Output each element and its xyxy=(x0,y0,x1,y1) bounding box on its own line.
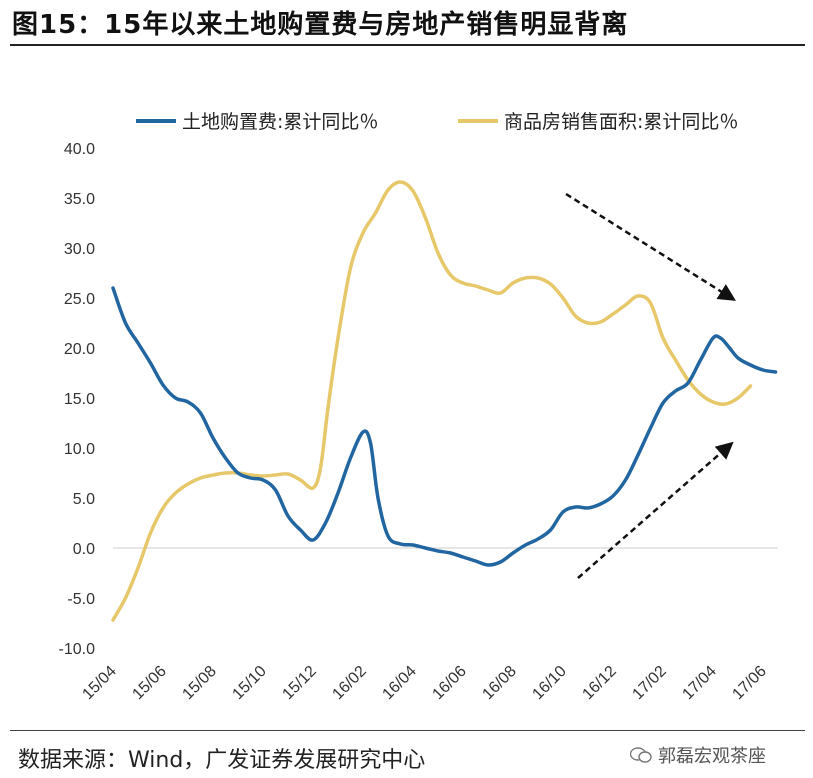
x-tick-label: 15/08 xyxy=(179,663,219,703)
y-tick-label: 5.0 xyxy=(73,491,95,508)
bottom-divider xyxy=(10,730,805,731)
chart-title: 图15：15年以来土地购置费与房地产销售明显背离 xyxy=(12,10,629,40)
watermark: 郭磊宏观茶座 xyxy=(630,742,766,768)
source-note: 数据来源：Wind，广发证券发展研究中心 xyxy=(18,748,426,773)
x-tick-label: 16/06 xyxy=(429,663,469,703)
x-tick-label: 16/10 xyxy=(529,663,569,703)
y-tick-label: 10.0 xyxy=(64,441,95,458)
x-tick-label: 16/02 xyxy=(329,663,369,703)
series-group xyxy=(111,180,778,622)
y-tick-label: 15.0 xyxy=(64,391,95,408)
x-tick-label: 17/02 xyxy=(629,663,669,703)
arrow-down-right xyxy=(565,192,736,301)
arrow-up-right xyxy=(577,441,734,579)
y-tick-label: 20.0 xyxy=(64,341,95,358)
legend-label-sales: 商品房销售面积:累计同比％ xyxy=(504,111,738,133)
x-tick-label: 15/06 xyxy=(129,663,169,703)
x-tick-label: 15/12 xyxy=(279,663,319,703)
x-tick-label: 16/04 xyxy=(379,663,419,703)
y-tick-label: 40.0 xyxy=(64,141,95,158)
y-tick-label: -5.0 xyxy=(67,591,95,608)
y-tick-label: 35.0 xyxy=(64,191,95,208)
y-tick-label: 30.0 xyxy=(64,241,95,258)
x-tick-label: 17/06 xyxy=(729,663,769,703)
watermark-text: 郭磊宏观茶座 xyxy=(658,746,766,767)
legend: 土地购置费:累计同比％ 商品房销售面积:累计同比％ xyxy=(136,111,738,133)
series-land-purchase-line xyxy=(111,286,778,567)
y-axis: 40.0 35.0 30.0 25.0 20.0 15.0 10.0 5.0 0.0 -5.0 -1… xyxy=(59,141,96,658)
x-axis: 15/04 15/06 15/08 15/10 15/12 16/02 16/04 16/06… xyxy=(79,663,769,703)
y-tick-label: 25.0 xyxy=(64,291,95,308)
x-tick-label: 16/08 xyxy=(479,663,519,703)
y-tick-label: -10.0 xyxy=(59,641,96,658)
wechat-icon xyxy=(630,747,652,763)
chart-svg: 土地购置费:累计同比％ 商品房销售面积:累计同比％ 40.0 35.0 30.0 25… xyxy=(59,111,778,703)
legend-label-land: 土地购置费:累计同比％ xyxy=(182,111,378,133)
x-tick-label: 17/04 xyxy=(679,663,719,703)
series-sales-area-line xyxy=(111,180,753,622)
y-tick-label: 0.0 xyxy=(73,541,95,558)
x-tick-label: 16/12 xyxy=(579,663,619,703)
x-tick-label: 15/10 xyxy=(229,663,269,703)
x-tick-label: 15/04 xyxy=(79,663,119,703)
title-divider xyxy=(10,44,805,46)
